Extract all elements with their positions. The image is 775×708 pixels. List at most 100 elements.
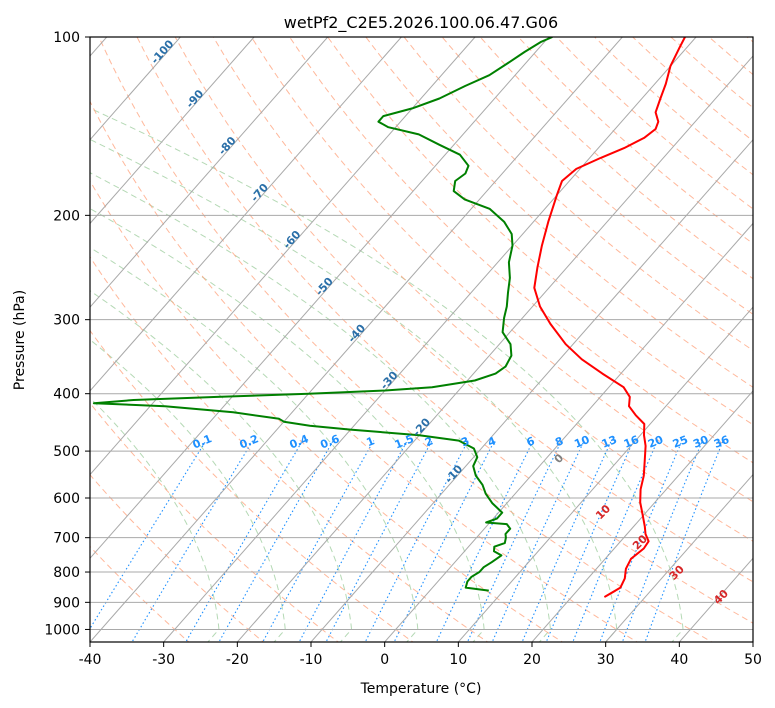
isotherm-line [90, 37, 623, 642]
mixing-ratio-label: 36 [712, 433, 731, 451]
dry-adiabat [136, 37, 753, 624]
x-axis-title: Temperature (°C) [360, 681, 482, 697]
dry-adiabat-label: -100 [148, 37, 176, 66]
background-lines [90, 37, 753, 642]
chart-title: wetPf2_C2E5.2026.100.06.47.G06 [284, 13, 558, 33]
x-tick-label: -20 [226, 652, 249, 668]
mixing-ratio-label: 0.2 [238, 432, 261, 451]
dry-adiabat [90, 179, 564, 642]
x-tick-label: 50 [744, 652, 762, 668]
mixing-ratio-label: 13 [600, 433, 619, 451]
dry-adiabat [632, 37, 753, 142]
dry-adiabat [441, 37, 753, 315]
dry-adiabat [90, 402, 340, 642]
x-tick-label: 10 [449, 652, 467, 668]
mixing-ratio-line [298, 440, 408, 642]
y-tick-label: 600 [53, 491, 80, 507]
dry-adiabat [98, 37, 713, 642]
dry-adiabat [90, 545, 190, 642]
dewpoint-line [92, 37, 553, 592]
dry-adiabat-label: -70 [248, 181, 271, 205]
plot-frame [89, 36, 754, 643]
isotherm-line [605, 473, 753, 642]
x-axis-ticks: -40 -30 -20 -10 0 10 20 30 40 50 [79, 642, 762, 668]
x-tick-label: -40 [79, 652, 102, 668]
temperature-line [533, 37, 686, 598]
moist-adiabat-label: 20 [630, 532, 650, 552]
mixing-ratio-label: 30 [691, 433, 710, 451]
x-tick-label: 0 [380, 652, 389, 668]
dry-adiabat [746, 37, 753, 43]
dry-adiabat [289, 37, 753, 464]
dry-adiabat [403, 37, 753, 352]
mixing-ratio-label: 0.4 [288, 432, 311, 451]
mixing-ratio-label: 10 [572, 433, 591, 451]
mixing-ratio-label: 8 [553, 434, 565, 449]
mixing-ratio-line [466, 440, 563, 642]
y-tick-label: 200 [53, 208, 80, 224]
isotherm-line [90, 37, 476, 476]
y-tick-label: 800 [53, 565, 80, 581]
dry-adiabat [250, 37, 753, 503]
x-tick-label: 30 [597, 652, 615, 668]
isotherm-line [90, 37, 255, 225]
y-tick-label: 1000 [44, 622, 80, 638]
mixing-ratio-line [185, 440, 304, 642]
isotherm-line [90, 37, 550, 560]
moist-adiabat [90, 172, 551, 642]
mixing-ratio-label: 25 [671, 433, 690, 451]
y-axis-title: Pressure (hPa) [12, 290, 28, 390]
x-tick-label: -30 [152, 652, 175, 668]
mixing-ratio-line [621, 440, 704, 642]
isotherm-line [384, 222, 753, 642]
isotherm-line [752, 641, 753, 642]
y-tick-label: 500 [53, 444, 80, 460]
isotherm-line [310, 138, 753, 642]
mixing-ratio-line [644, 440, 724, 642]
mixing-ratio-line [393, 440, 495, 642]
dry-adiabat-label: -60 [280, 228, 303, 252]
mixing-ratio-line [90, 440, 207, 630]
y-axis-ticks: 100 200 300 400 500 600 700 800 900 1000 [44, 30, 90, 638]
mixing-ratio-label: 0.1 [191, 432, 214, 451]
dry-adiabat-label: -10 [442, 462, 465, 486]
dry-adiabat [174, 37, 753, 583]
dry-adiabat-label: -90 [183, 87, 206, 111]
dry-adiabat [212, 37, 753, 542]
mixing-ratio-line [262, 440, 375, 642]
moist-adiabat [90, 397, 220, 642]
isotherm-line [90, 37, 329, 308]
mixing-ratio-label: 3 [459, 434, 471, 449]
mixing-ratio-line [435, 440, 534, 642]
moist-adiabat-label: 40 [711, 587, 731, 607]
moist-adiabat-label: 10 [593, 502, 613, 522]
x-tick-label: 40 [670, 652, 688, 668]
mixing-ratio-line [599, 440, 683, 642]
dry-adiabat [708, 37, 753, 76]
mixing-ratio-label: 20 [646, 433, 665, 451]
dry-adiabat [90, 100, 638, 642]
dry-adiabat [556, 37, 753, 210]
y-tick-label: 700 [53, 531, 80, 547]
dry-adiabat [479, 37, 753, 280]
mixing-ratio-line [131, 440, 254, 642]
dry-adiabat-label: -80 [216, 134, 239, 158]
mixing-ratio-label: 1 [365, 434, 377, 449]
isotherm-line [90, 37, 402, 392]
x-tick-label: -10 [300, 652, 323, 668]
mixing-ratio-label: 2 [423, 434, 435, 449]
dry-adiabat-label: -50 [313, 275, 336, 299]
mixing-ratio-line [325, 440, 433, 642]
isotherm-line [457, 306, 753, 642]
isotherm-line [531, 390, 753, 642]
mixing-ratio-line [218, 440, 334, 642]
y-tick-label: 300 [53, 313, 80, 329]
moist-adiabat-label: 30 [667, 562, 687, 582]
moist-adiabat [90, 107, 684, 642]
moist-adiabat [90, 208, 485, 642]
mixing-ratio-label: 6 [525, 434, 537, 449]
x-tick-label: 20 [523, 652, 541, 668]
sounding-series [92, 37, 686, 598]
mixing-ratio-line [572, 440, 659, 642]
